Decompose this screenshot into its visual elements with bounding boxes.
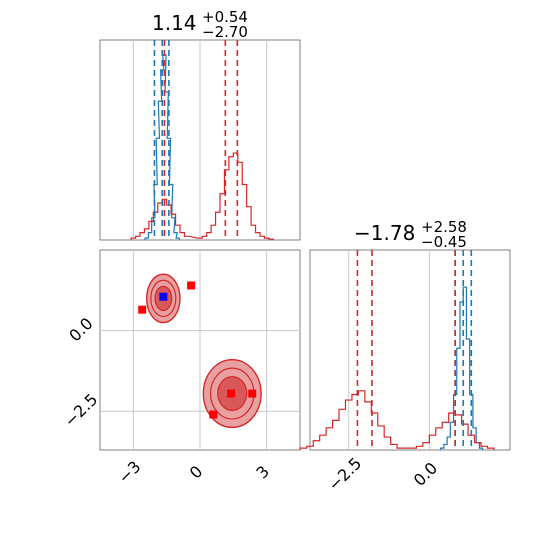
histogram-x-blue [144, 54, 181, 240]
truth-point [159, 292, 168, 301]
contour-mid-red [150, 279, 177, 318]
y-title-plus: +2.58 [421, 218, 467, 236]
x-title-minus: −2.70 [202, 23, 248, 41]
hist-y-tick-label: −2.5 [324, 454, 365, 495]
x-title-plus: +0.54 [202, 8, 248, 26]
histogram-layer [130, 54, 495, 450]
histogram-x-red [130, 152, 274, 240]
x-tick-label: 3 [252, 462, 273, 483]
quantile-line-layer [153, 40, 473, 450]
hist-y-tick-label: 0.0 [410, 458, 441, 489]
x-tick-label: 0 [186, 462, 207, 483]
truth-point [248, 389, 257, 398]
y-tick-label: −2.5 [60, 390, 101, 431]
truth-point [138, 305, 147, 314]
grid-layer [100, 40, 430, 450]
y-title-minus: −0.45 [421, 233, 467, 251]
truth-point [187, 281, 196, 290]
y-title-main: −1.78 [354, 221, 415, 245]
truth-point [209, 410, 218, 419]
x-title: 1.14 [152, 11, 197, 35]
y-marginal-frame [309, 249, 511, 451]
x-title-main: 1.14 [152, 11, 197, 35]
y-title: −1.78 [354, 221, 415, 245]
truth-point [227, 389, 236, 398]
truth-point-layer [138, 281, 257, 419]
histogram-y-red [299, 390, 495, 450]
y-tick-label: 0.0 [65, 314, 96, 345]
histogram-y-blue [440, 286, 484, 450]
x-tick-label: −3 [114, 457, 144, 487]
